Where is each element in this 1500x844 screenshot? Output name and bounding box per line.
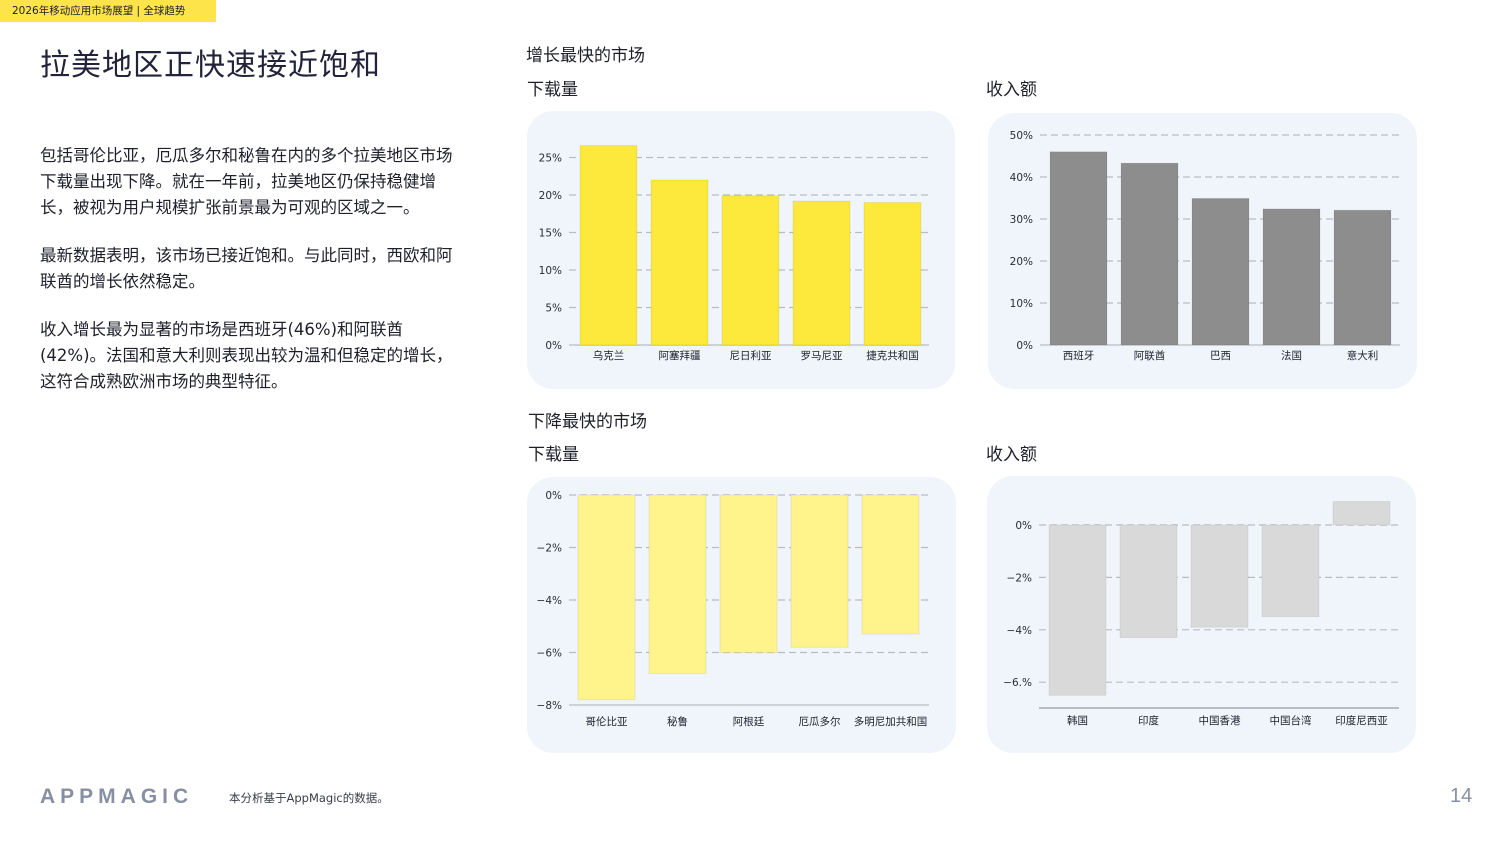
y-tick-label: 30% bbox=[1010, 214, 1033, 226]
decline-revenue-label: 收入额 bbox=[986, 445, 1037, 465]
bar-3 bbox=[790, 494, 849, 648]
growth-downloads-chart: 0% 5% 10% 15% 20% 25% 乌克兰 阿塞拜疆 尼日利亚 罗马尼亚 捷克共和国 bbox=[527, 111, 955, 389]
bar-1 bbox=[1120, 162, 1179, 346]
bar-0 bbox=[579, 145, 638, 346]
x-category-label: 阿根廷 bbox=[733, 715, 765, 728]
growth-downloads-label: 下载量 bbox=[527, 80, 578, 100]
y-tick-label: 20% bbox=[539, 190, 562, 202]
y-tick-label: −8% bbox=[537, 700, 562, 712]
y-tick-label: 40% bbox=[1010, 172, 1033, 184]
bar-1 bbox=[1119, 524, 1178, 639]
y-tick-label: 25% bbox=[539, 153, 562, 165]
growth-downloads-bar-chart: 0% 5% 10% 15% 20% 25% 乌克兰 阿塞拜疆 尼日利亚 罗马尼亚 捷克共和国 bbox=[539, 145, 929, 362]
x-category-label: 中国台湾 bbox=[1270, 714, 1312, 727]
x-category-label: 西班牙 bbox=[1063, 350, 1095, 362]
decline-downloads-chart: 0% −2% −4% −6% −8% 哥伦比亚 秘鲁 阿根廷 厄瓜多尔 多明尼加共和国 bbox=[527, 477, 956, 753]
x-category-label: 阿联酋 bbox=[1134, 349, 1166, 362]
report-header-tag: 2026年移动应用市场展望 | 全球趋势 bbox=[0, 0, 216, 22]
bar-0 bbox=[577, 494, 636, 701]
x-category-label: 巴西 bbox=[1210, 350, 1231, 362]
x-category-label: 阿塞拜疆 bbox=[659, 349, 701, 362]
growth-revenue-bar-chart: 0% 10% 20% 30% 40% 50% 西班牙 阿联酋 巴西 法国 意大利 bbox=[1010, 130, 1400, 362]
y-tick-label: 15% bbox=[539, 228, 562, 240]
bar-0 bbox=[1048, 524, 1107, 696]
y-tick-label: 50% bbox=[1010, 130, 1033, 142]
bar-3 bbox=[1262, 208, 1321, 346]
paragraph-1: 包括哥伦比亚，厄瓜多尔和秘鲁在内的多个拉美地区市场下载量出现下降。就在一年前，拉… bbox=[40, 146, 453, 217]
bar-3 bbox=[1261, 524, 1320, 618]
decline-section-title: 下降最快的市场 bbox=[528, 412, 647, 432]
y-tick-label: 10% bbox=[1010, 298, 1033, 310]
growth-revenue-chart: 0% 10% 20% 30% 40% 50% 西班牙 阿联酋 巴西 法国 意大利 bbox=[988, 113, 1417, 389]
y-tick-label: −2% bbox=[1007, 572, 1032, 584]
paragraph-3: 收入增长最为显著的市场是西班牙(46%)和阿联酋(42%)。法国和意大利则表现出… bbox=[40, 320, 453, 391]
y-tick-label: 0% bbox=[1016, 340, 1033, 352]
bar-4 bbox=[861, 494, 920, 635]
x-category-label: 中国香港 bbox=[1199, 714, 1241, 727]
footer-source-note: 本分析基于AppMagic的数据。 bbox=[229, 791, 389, 805]
growth-revenue-label: 收入额 bbox=[986, 80, 1037, 100]
page-title: 拉美地区正快速接近饱和 bbox=[40, 48, 381, 83]
decline-revenue-bar-chart: 0% −2% −4% −6.% 韩国 印度 中国香港 中国台湾 印度尼西亚 bbox=[1003, 501, 1399, 727]
x-category-label: 罗马尼亚 bbox=[801, 350, 843, 362]
bar-2 bbox=[719, 494, 778, 653]
y-tick-label: 0% bbox=[1015, 520, 1032, 532]
x-category-label: 印度 bbox=[1138, 714, 1160, 727]
decline-downloads-bar-chart: 0% −2% −4% −6% −8% 哥伦比亚 秘鲁 阿根廷 厄瓜多尔 多明尼加共和国 bbox=[537, 490, 929, 728]
paragraph-2: 最新数据表明，该市场已接近饱和。与此同时，西欧和阿联酋的增长依然稳定。 bbox=[40, 246, 453, 291]
y-tick-label: −6.% bbox=[1003, 677, 1032, 689]
y-tick-label: 0% bbox=[545, 490, 562, 502]
bar-4 bbox=[863, 202, 922, 346]
bar-2 bbox=[1191, 198, 1250, 346]
y-tick-label: 0% bbox=[545, 340, 562, 352]
decline-revenue-chart: 0% −2% −4% −6.% 韩国 印度 中国香港 中国台湾 印度尼西亚 bbox=[987, 476, 1416, 753]
y-tick-label: 5% bbox=[545, 303, 562, 315]
y-tick-label: −6% bbox=[537, 648, 562, 660]
x-category-label: 尼日利亚 bbox=[730, 350, 772, 362]
y-tick-label: −4% bbox=[537, 595, 562, 607]
bar-1 bbox=[650, 179, 709, 346]
y-tick-label: −2% bbox=[537, 543, 562, 555]
x-category-label: 乌克兰 bbox=[593, 349, 625, 362]
y-tick-label: 20% bbox=[1010, 256, 1033, 268]
appmagic-logo: APPMAGIC bbox=[40, 785, 194, 808]
bar-0 bbox=[1049, 151, 1108, 346]
x-category-label: 捷克共和国 bbox=[866, 349, 919, 362]
x-category-label: 哥伦比亚 bbox=[586, 715, 628, 728]
y-tick-label: −4% bbox=[1007, 625, 1032, 637]
growth-section-title: 增长最快的市场 bbox=[526, 46, 645, 66]
x-category-label: 印度尼西亚 bbox=[1335, 714, 1388, 727]
bar-3 bbox=[792, 200, 851, 346]
x-category-label: 秘鲁 bbox=[667, 715, 688, 728]
bar-4 bbox=[1332, 501, 1391, 526]
x-category-label: 韩国 bbox=[1067, 714, 1088, 727]
x-category-label: 法国 bbox=[1281, 349, 1302, 362]
page-number: 14 bbox=[1450, 785, 1473, 807]
body-text: 包括哥伦比亚，厄瓜多尔和秘鲁在内的多个拉美地区市场下载量出现下降。就在一年前，拉… bbox=[40, 143, 460, 417]
x-category-label: 厄瓜多尔 bbox=[799, 715, 841, 728]
decline-downloads-label: 下载量 bbox=[528, 445, 579, 465]
bar-2 bbox=[721, 195, 780, 346]
bar-1 bbox=[648, 494, 707, 674]
x-category-label: 意大利 bbox=[1347, 349, 1379, 362]
x-category-label: 多明尼加共和国 bbox=[854, 715, 928, 728]
bar-2 bbox=[1190, 524, 1249, 628]
bar-4 bbox=[1333, 209, 1392, 346]
y-tick-label: 10% bbox=[539, 265, 562, 277]
